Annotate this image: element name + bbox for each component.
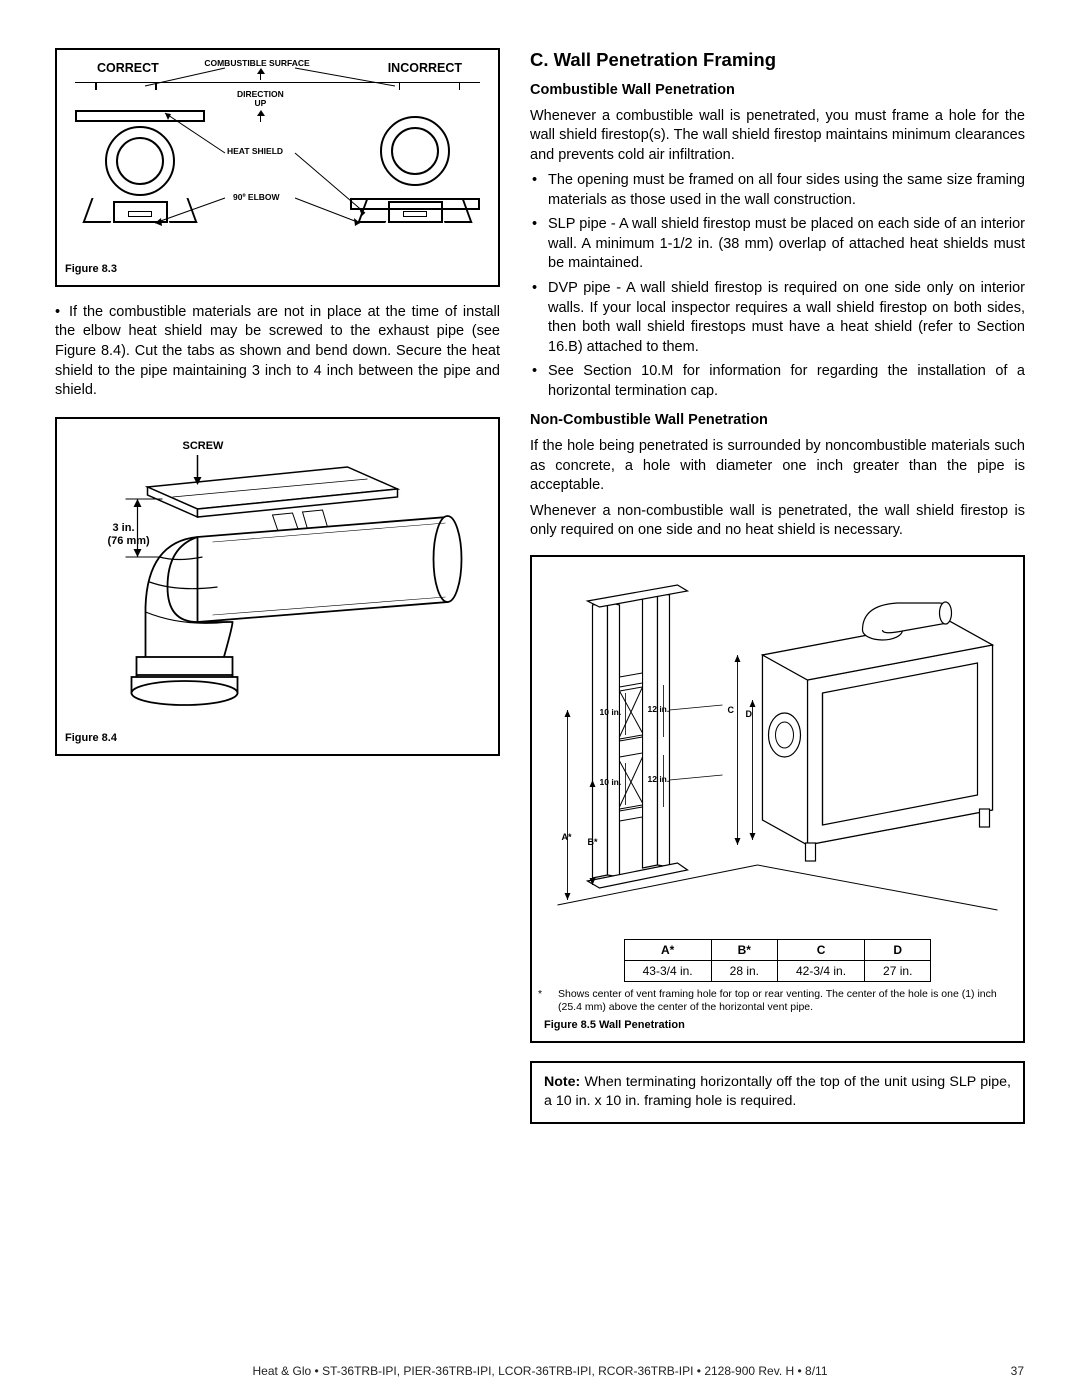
table-header-c: C (778, 939, 865, 960)
table-cell-a: 43-3/4 in. (624, 960, 711, 981)
paragraph-2: If the hole being penetrated is surround… (530, 437, 1025, 496)
fig83-caption: Figure 8.3 (65, 262, 490, 277)
paragraph-1: Whenever a combustible wall is penetrate… (530, 107, 1025, 166)
svg-text:10 in.: 10 in. (600, 777, 622, 787)
left-instruction-paragraph: •If the combustible materials are not in… (55, 303, 500, 401)
bullet-list: The opening must be framed on all four s… (530, 171, 1025, 401)
footer-page-number: 37 (1011, 1363, 1024, 1379)
note-box: Note: When terminating horizontally off … (530, 1061, 1025, 1123)
fig85-caption: Figure 8.5 Wall Penetration (544, 1018, 1011, 1033)
page-footer: Heat & Glo • ST-36TRB-IPI, PIER-36TRB-IP… (0, 1363, 1080, 1379)
table-cell-d: 27 in. (865, 960, 931, 981)
figure-8-3: CORRECT INCORRECT COMBUSTIBLE SURFACE DI… (55, 48, 500, 287)
svg-text:3 in.: 3 in. (113, 522, 135, 534)
right-column: C. Wall Penetration Framing Combustible … (530, 48, 1025, 1124)
paragraph-3: Whenever a non-combustible wall is penet… (530, 502, 1025, 541)
svg-text:(76 mm): (76 mm) (108, 535, 151, 547)
note-label: Note: (544, 1074, 580, 1090)
bullet-2: SLP pipe - A wall shield firestop must b… (544, 215, 1025, 274)
figure-8-5: 10 in. 12 in. 10 in. 12 in. A* (530, 555, 1025, 1043)
fig84-caption: Figure 8.4 (65, 731, 490, 746)
left-column: CORRECT INCORRECT COMBUSTIBLE SURFACE DI… (55, 48, 500, 1124)
svg-text:C: C (728, 705, 735, 715)
footer-text: Heat & Glo • ST-36TRB-IPI, PIER-36TRB-IP… (253, 1364, 828, 1378)
table-header-d: D (865, 939, 931, 960)
table-header-b: B* (711, 939, 777, 960)
svg-text:10 in.: 10 in. (600, 707, 622, 717)
fig84-screw-label: SCREW (183, 440, 225, 452)
figure-8-4: SCREW 3 in. (76 mm) (55, 417, 500, 756)
note-text: When terminating horizontally off the to… (544, 1074, 1011, 1109)
fig83-incorrect-diagram (350, 98, 480, 223)
bullet-1: The opening must be framed on all four s… (544, 171, 1025, 210)
svg-text:12 in.: 12 in. (648, 774, 670, 784)
svg-text:A*: A* (562, 832, 572, 842)
svg-text:12 in.: 12 in. (648, 704, 670, 714)
fig83-elbow-label: 90º ELBOW (233, 192, 280, 203)
section-heading: C. Wall Penetration Framing (530, 48, 1025, 73)
bullet-4: See Section 10.M for information for reg… (544, 362, 1025, 401)
fig85-footnote: *Shows center of vent framing hole for t… (544, 988, 1011, 1014)
table-cell-b: 28 in. (711, 960, 777, 981)
table-header-a: A* (624, 939, 711, 960)
svg-text:B*: B* (588, 837, 598, 847)
table-cell-c: 42-3/4 in. (778, 960, 865, 981)
subheading-noncombustible: Non-Combustible Wall Penetration (530, 411, 1025, 431)
left-instruction-text: If the combustible materials are not in … (55, 304, 500, 398)
fig83-heat-shield: HEAT SHIELD (227, 146, 283, 157)
svg-text:D: D (746, 709, 753, 719)
subheading-combustible: Combustible Wall Penetration (530, 81, 1025, 101)
bullet-3: DVP pipe - A wall shield firestop is req… (544, 279, 1025, 357)
fig85-dimension-table: A* B* C D 43-3/4 in. 28 in. 42-3/4 in. 2… (624, 939, 932, 982)
fig83-correct-diagram (75, 98, 205, 223)
